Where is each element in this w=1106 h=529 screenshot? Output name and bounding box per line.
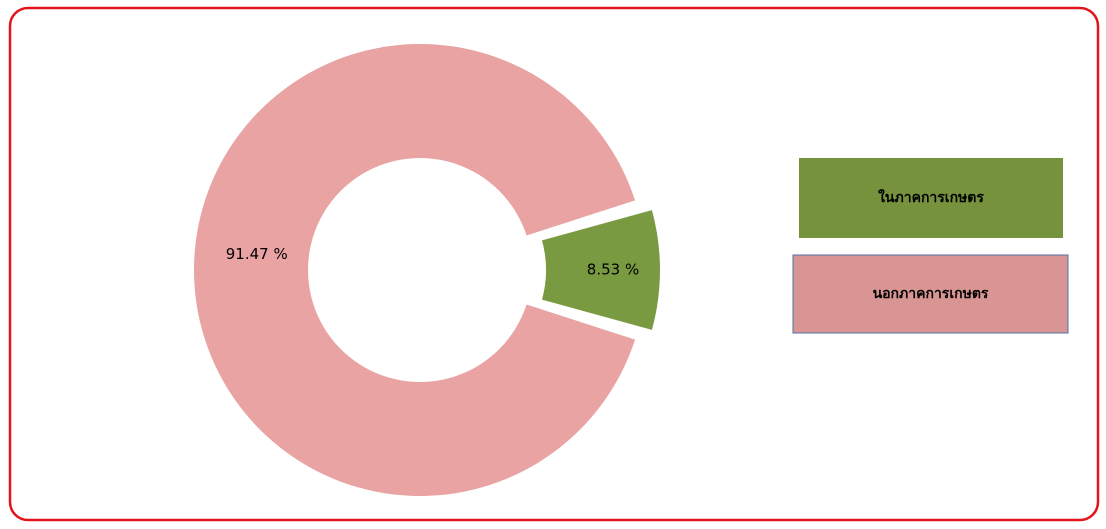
data-label: 91.47 % [226, 245, 288, 263]
slice [193, 43, 636, 497]
legend-swatch [792, 254, 1069, 334]
legend-label: นอกภาคการเกษตร [873, 286, 989, 302]
data-label: 8.53 % [587, 261, 639, 279]
legend-swatch [799, 158, 1063, 238]
legend-label: ในภาคการเกษตร [878, 188, 984, 206]
slice [542, 210, 660, 330]
